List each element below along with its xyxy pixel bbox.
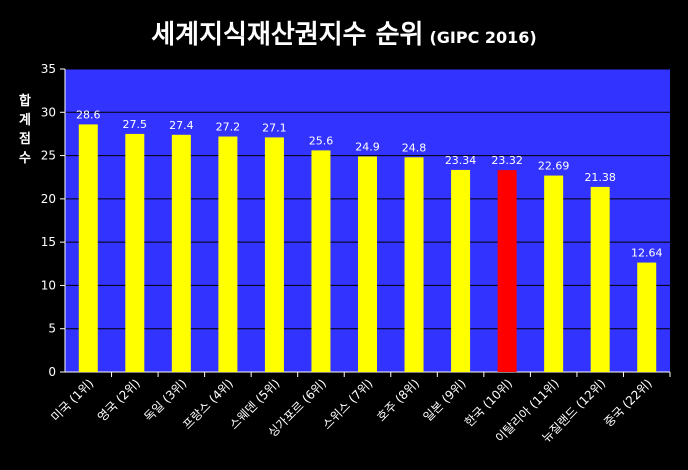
bar — [404, 157, 424, 372]
data-label: 24.8 — [402, 141, 427, 154]
y-tick-label: 20 — [41, 192, 56, 206]
y-tick-label: 5 — [48, 322, 56, 336]
x-tick-label: 호주 (8위) — [374, 376, 422, 424]
y-tick-label: 30 — [41, 105, 56, 119]
y-tick-label: 15 — [41, 235, 56, 249]
bar — [451, 169, 471, 372]
y-axis-label-char: 계 — [19, 113, 31, 128]
data-label: 24.9 — [355, 140, 380, 153]
bar — [358, 156, 377, 372]
x-tick-label: 스위스 (7위) — [320, 376, 376, 432]
y-axis-label-char: 점 — [19, 132, 31, 147]
y-tick-label: 35 — [41, 62, 56, 76]
bar — [125, 133, 145, 372]
bar — [171, 134, 191, 372]
data-label: 23.34 — [445, 154, 477, 167]
x-tick-label: 일본 (9위) — [421, 376, 469, 424]
data-label: 23.32 — [491, 154, 523, 167]
y-tick-label: 25 — [41, 149, 56, 163]
bar — [497, 170, 517, 372]
bar — [590, 186, 610, 372]
y-axis-label: 합 계 점 수 — [16, 92, 34, 168]
bar — [637, 262, 657, 372]
data-label: 22.69 — [538, 160, 570, 173]
y-tick-label: 0 — [48, 365, 56, 379]
y-axis-label-char: 수 — [19, 151, 31, 166]
chart-title-main: 세계지식재산권지수 순위 — [151, 20, 424, 50]
bar — [311, 150, 331, 372]
data-label: 27.2 — [216, 121, 241, 134]
bar — [78, 124, 98, 372]
data-label: 27.1 — [262, 121, 287, 134]
bar — [264, 137, 284, 372]
data-label: 21.38 — [584, 171, 616, 184]
y-tick-label: 10 — [41, 278, 56, 292]
data-label: 28.6 — [76, 108, 101, 121]
x-tick-label: 미국 (1위) — [48, 376, 96, 424]
chart-title: 세계지식재산권지수 순위 (GIPC 2016) — [0, 14, 688, 51]
x-tick-label: 영국 (2위) — [95, 376, 143, 424]
x-tick-label: 독일 (3위) — [141, 376, 189, 424]
y-axis-label-char: 합 — [19, 94, 31, 109]
data-label: 12.64 — [631, 247, 663, 260]
bar — [544, 175, 564, 372]
x-tick-label: 중국 (22위) — [601, 376, 654, 429]
data-label: 27.4 — [169, 119, 194, 132]
data-label: 27.5 — [123, 118, 148, 131]
chart-subtitle: (GIPC 2016) — [429, 28, 537, 47]
data-label: 25.6 — [309, 134, 334, 147]
bar — [218, 136, 238, 372]
